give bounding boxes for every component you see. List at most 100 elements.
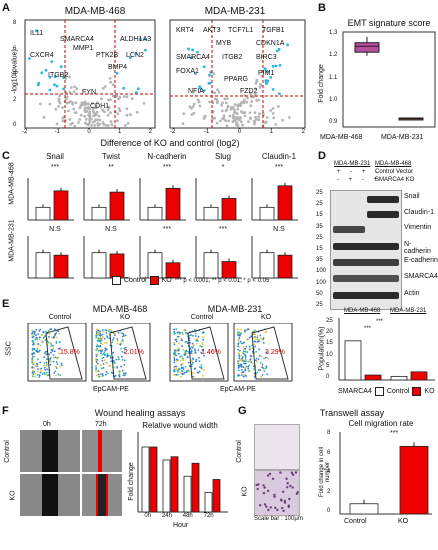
flow-event — [96, 344, 99, 346]
flow-event — [100, 334, 102, 336]
volcano-point — [235, 117, 239, 121]
volcano-point — [226, 105, 230, 109]
flow-event — [242, 342, 244, 345]
transwell-cell — [271, 477, 275, 480]
flow-event — [113, 332, 115, 335]
wound-gap — [42, 474, 58, 516]
volcano-point — [39, 102, 42, 106]
transwell-cell — [274, 506, 277, 509]
flow-event — [192, 372, 195, 374]
volcano-point — [73, 124, 77, 128]
transwell-cell — [296, 491, 299, 494]
flow-event — [191, 357, 194, 359]
flow-event — [192, 335, 194, 337]
flow-event — [258, 348, 260, 351]
f-xlabel: Hour — [173, 522, 189, 529]
c-sig: N.S — [49, 226, 61, 233]
flow-event — [55, 340, 58, 343]
flow-event — [116, 339, 119, 342]
volcano-point — [286, 43, 289, 47]
volcano-point — [245, 100, 249, 104]
volcano-point — [239, 101, 243, 105]
tick: 5 — [326, 362, 330, 369]
flow-event — [98, 334, 101, 336]
volcano-point — [196, 50, 199, 54]
volcano-point — [48, 76, 52, 79]
band-label: Snail — [404, 193, 420, 200]
volcano-point — [63, 72, 67, 76]
tick: 25 — [326, 318, 333, 324]
d-markers: 25 25 15 35 25 15 35 100 100 50 25 — [316, 190, 326, 308]
gene-label: BIRC3 — [256, 54, 277, 61]
flow-event — [240, 354, 243, 357]
marker: 15 — [316, 245, 323, 252]
c-row-label-top: MDA-MB-468 — [8, 162, 16, 205]
flow-event — [46, 338, 49, 340]
flow-event — [104, 347, 107, 350]
volcano-point — [208, 73, 211, 77]
volcano-point — [242, 101, 246, 105]
flow-event — [36, 350, 39, 353]
flow-event — [243, 360, 246, 363]
c-sig: N.S — [105, 226, 117, 233]
volcano-point — [61, 119, 65, 123]
flow-event — [31, 349, 34, 352]
flow-event — [53, 328, 56, 331]
flow-event — [49, 333, 51, 335]
f-row-1: KO — [9, 490, 17, 501]
transwell-cell — [266, 489, 270, 493]
volcano-point — [61, 116, 65, 120]
tick: 1 — [117, 129, 122, 135]
volcano-point — [71, 121, 74, 125]
volcano-point — [269, 109, 272, 112]
flow-event — [55, 365, 57, 368]
volcano-point — [207, 82, 211, 85]
flow-event — [38, 376, 41, 378]
flow-event — [31, 366, 34, 369]
blot-band-claudin — [367, 211, 399, 218]
volcano-point — [123, 124, 127, 127]
flow-event — [253, 340, 256, 343]
flow-event — [47, 341, 50, 344]
flow-event — [49, 360, 52, 363]
volcano-point — [68, 90, 72, 94]
flow-event — [43, 371, 46, 374]
flow-event — [54, 356, 57, 359]
flow-event — [101, 353, 104, 356]
volcano-point — [213, 91, 217, 95]
volcano-point — [106, 108, 110, 112]
flow-event — [265, 351, 268, 354]
tick: 0 — [13, 122, 17, 128]
gene-label: TCF7L1 — [228, 27, 254, 34]
flow-event — [181, 345, 184, 347]
flow-event — [42, 331, 45, 334]
transwell-cell — [267, 508, 270, 512]
volcano-point — [235, 121, 239, 124]
flow-event — [194, 348, 196, 351]
flow-event — [38, 338, 41, 341]
g-scale: Scale bar : 100μm — [254, 516, 303, 522]
flow-event — [102, 366, 105, 369]
b-ylabel: Fold change — [317, 64, 325, 103]
volcano-point — [258, 86, 262, 89]
flow-event — [259, 369, 262, 371]
b-title: EMT signature score — [347, 18, 431, 28]
volcano-point — [68, 118, 72, 121]
flow-event — [32, 344, 34, 346]
volcano-point — [130, 97, 134, 101]
transwell-cell — [266, 474, 270, 477]
flow-event — [244, 347, 246, 350]
flow-event — [120, 347, 122, 350]
flow-event — [106, 336, 109, 339]
c-bar — [165, 187, 181, 221]
g-bar — [349, 503, 379, 515]
b-boxplot — [342, 31, 436, 128]
flow-event — [192, 361, 194, 364]
volcano-point — [236, 104, 240, 108]
volcano-point — [54, 107, 58, 111]
volcano-point — [194, 72, 197, 75]
flow-event — [123, 351, 126, 354]
volcano-plots — [24, 19, 306, 129]
flow-event — [259, 337, 262, 339]
band-label: E-cadherin — [404, 257, 438, 264]
